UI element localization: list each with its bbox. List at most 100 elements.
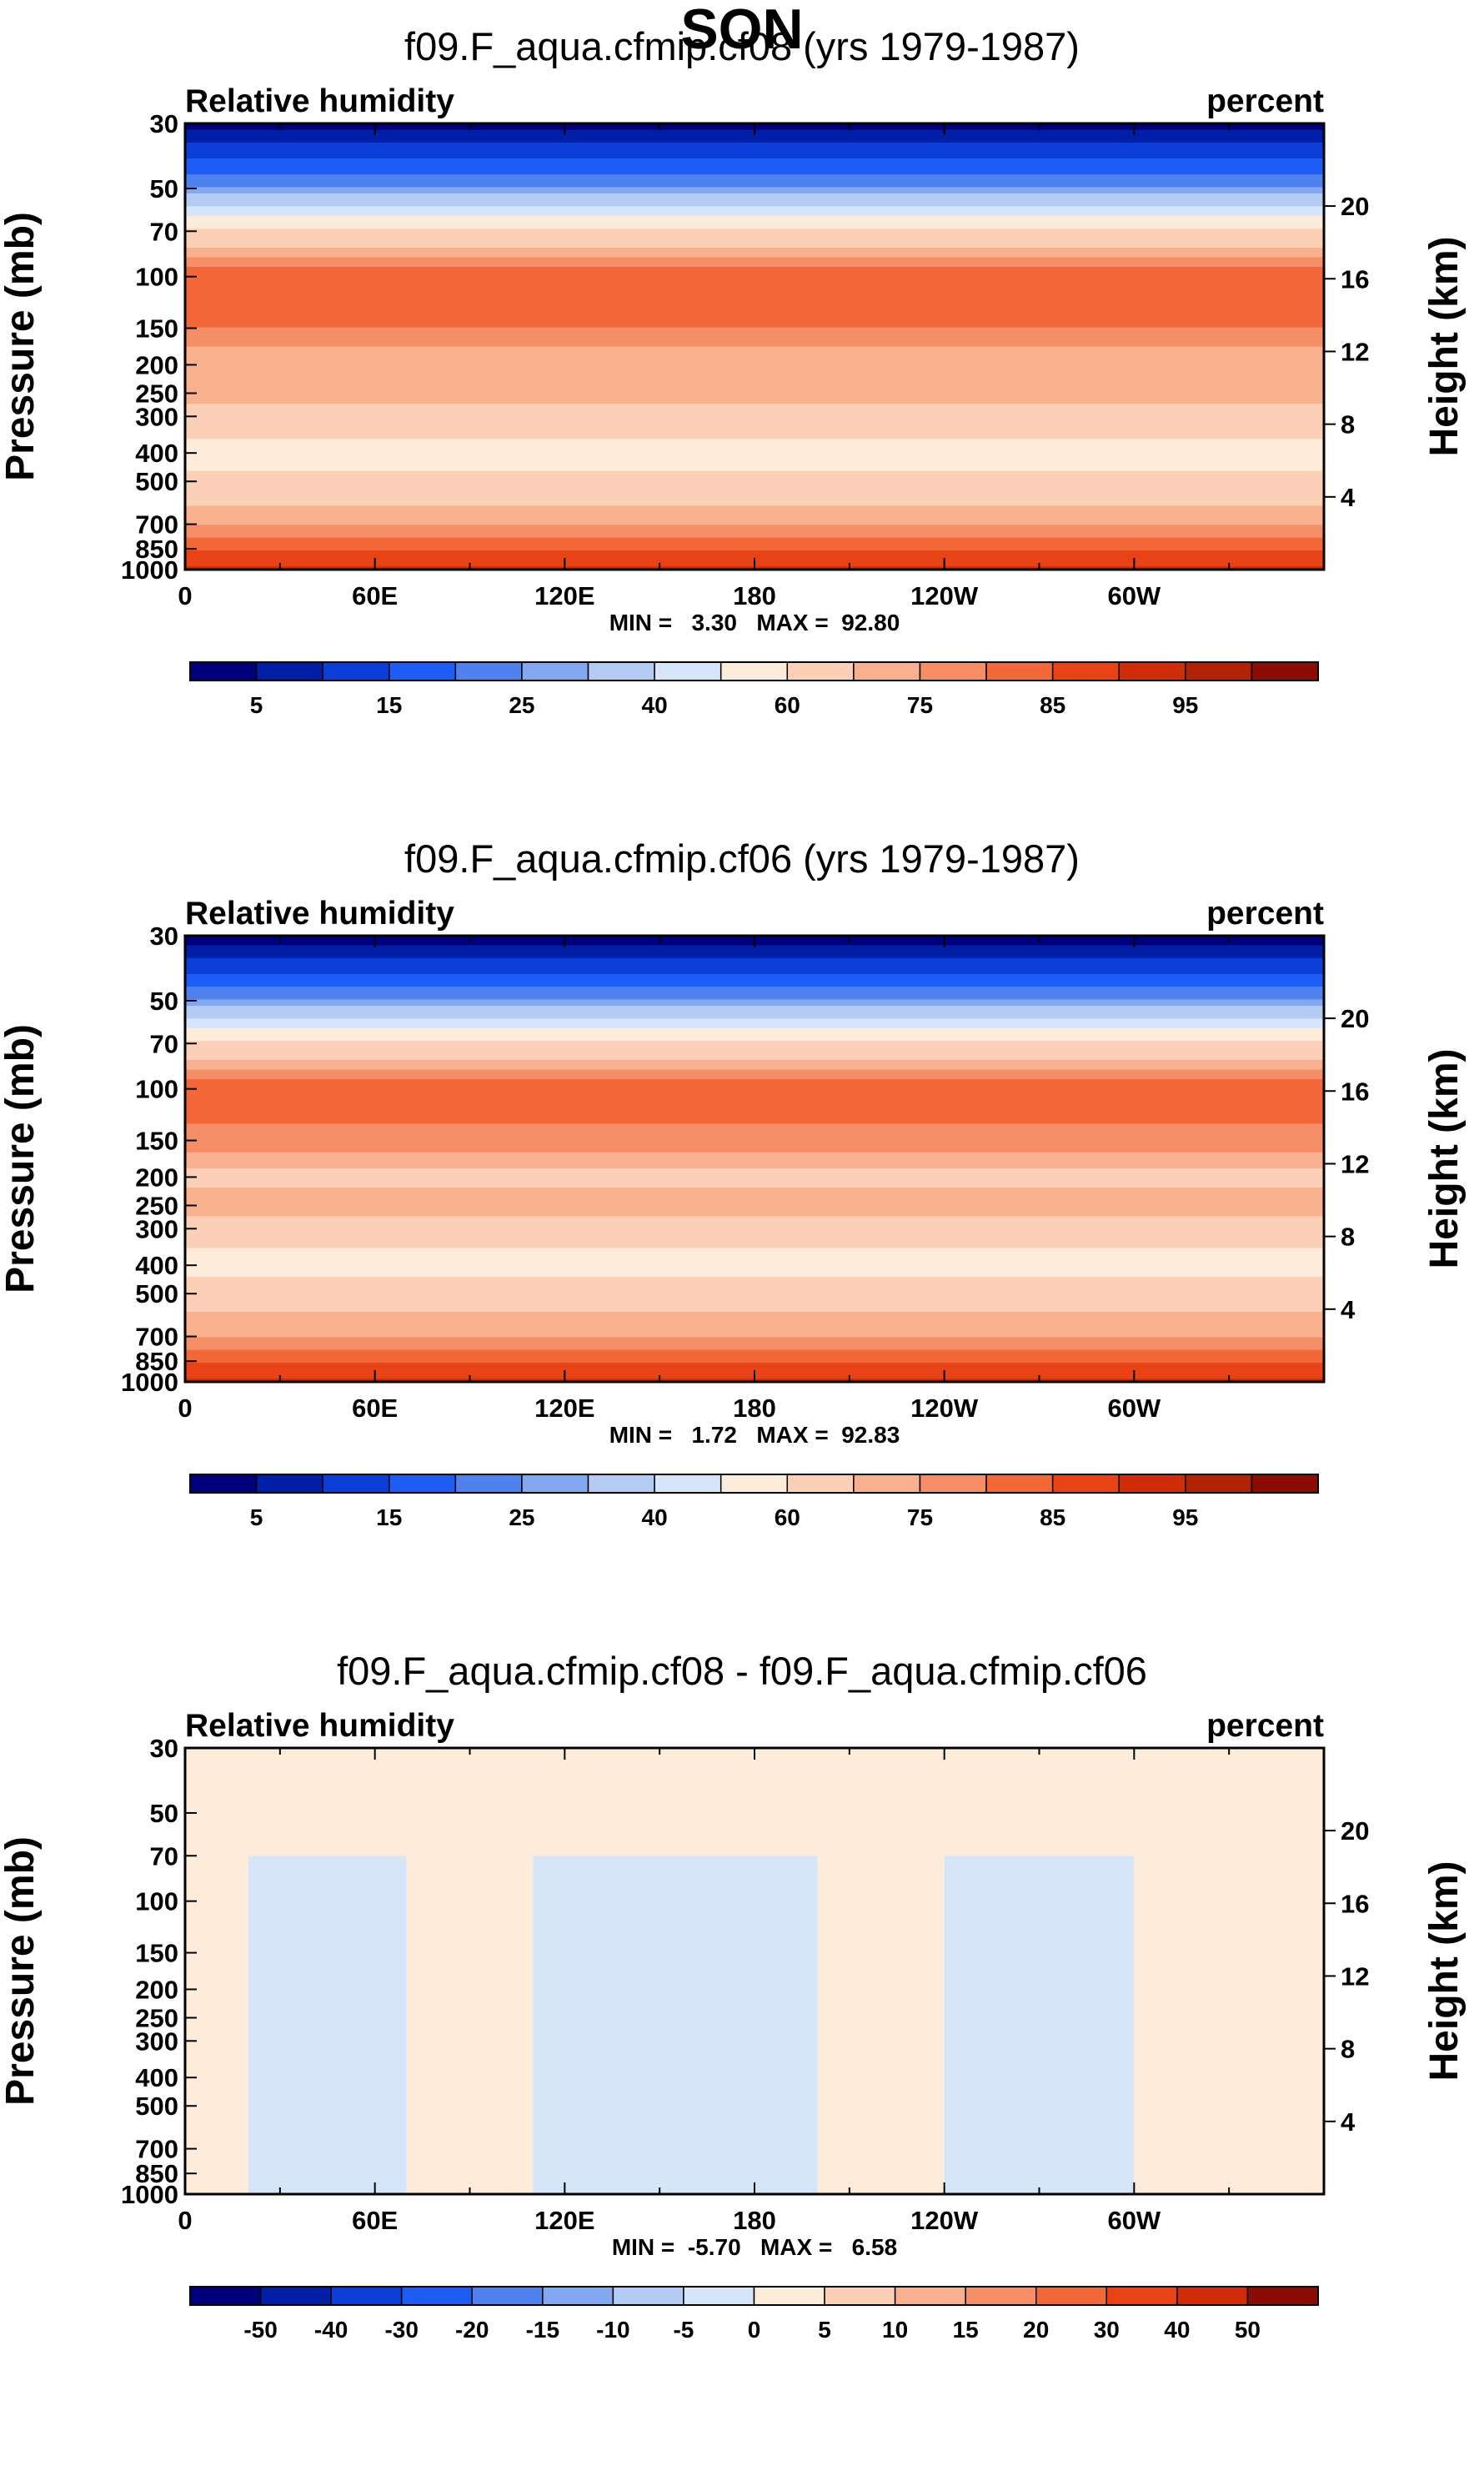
y-tick-label: 70: [150, 217, 178, 246]
difference-region: [406, 1856, 534, 2194]
y-tick-label: 1000: [121, 555, 178, 585]
contour-band: [185, 308, 1324, 313]
y-tick-label: 500: [135, 2092, 178, 2121]
contour-band: [185, 1314, 1324, 1319]
y-tick-label: 200: [135, 1163, 178, 1192]
y-tick-label: 500: [135, 467, 178, 496]
colorbar-swatch: [965, 2286, 1037, 2306]
contour-band: [185, 1318, 1324, 1323]
y-right-tick-label: 16: [1341, 1077, 1369, 1106]
y-tick-label: 50: [150, 1799, 178, 1828]
x-tick-label: 60E: [352, 1394, 398, 1423]
contour-band: [185, 1260, 1324, 1265]
contour-band: [185, 1321, 1324, 1326]
x-tick-label: 60W: [1107, 581, 1161, 610]
contour-band: [185, 467, 1324, 472]
y-right-tick-label: 12: [1341, 1149, 1369, 1178]
colorbar-swatch: [587, 661, 655, 681]
contour-band: [185, 553, 1324, 558]
colorbar-swatch: [919, 661, 987, 681]
contour-band: [185, 1139, 1324, 1144]
contour-band: [185, 1328, 1324, 1332]
contour-band: [185, 334, 1324, 338]
colorbar-label: 75: [907, 1504, 933, 1530]
contour-band: [185, 973, 1324, 978]
contour-band: [185, 1248, 1324, 1253]
contour-band: [185, 1222, 1324, 1227]
colorbar-label: 95: [1172, 1504, 1198, 1530]
colorbar-swatch: [719, 661, 789, 681]
contour-band: [185, 1349, 1324, 1354]
contour-band: [185, 1053, 1324, 1058]
colorbar-label: 15: [953, 2317, 979, 2343]
contour-band: [185, 362, 1324, 367]
contour-band: [185, 1082, 1324, 1087]
colorbar: 5 15 25 40 60 75 85 95: [189, 1474, 1319, 1530]
contour-band: [185, 1097, 1324, 1102]
colorbar-label: -15: [526, 2317, 559, 2343]
field-label: Relative humidity: [185, 896, 454, 932]
colorbar-swatch: [471, 2286, 544, 2306]
colorbar-swatch: [587, 1474, 655, 1494]
contour-band: [185, 1209, 1324, 1214]
colorbar-swatch: [786, 1474, 855, 1494]
contour-band: [185, 1279, 1324, 1284]
contour-band: [185, 1330, 1324, 1335]
colorbar-swatch: [719, 1474, 789, 1494]
contour-band: [185, 187, 1324, 192]
contour-band: [185, 1085, 1324, 1090]
y-tick-label: 700: [135, 510, 178, 540]
contour-band: [185, 1190, 1324, 1195]
contour-band: [185, 419, 1324, 424]
contour-band: [185, 1311, 1324, 1316]
contour-band: [185, 509, 1324, 514]
colorbar-swatch: [1251, 1474, 1319, 1494]
colorbar-label: 15: [376, 1504, 402, 1530]
colorbar-swatch: [1246, 2286, 1319, 2306]
contour-band: [185, 1027, 1324, 1032]
contour-band: [185, 989, 1324, 994]
difference-region: [248, 1856, 407, 2194]
contour-band: [185, 318, 1324, 322]
y-tick-label: 150: [135, 314, 178, 344]
contour-band: [185, 474, 1324, 478]
contour-band: [185, 1149, 1324, 1153]
x-tick-label: 120E: [534, 581, 594, 610]
colorbar-label: 85: [1040, 692, 1065, 718]
contour-band: [185, 250, 1324, 255]
y-right-tick-label: 20: [1341, 1004, 1369, 1033]
contour-band: [185, 142, 1324, 147]
contour-band: [185, 1257, 1324, 1262]
panel-title: f09.F_aqua.cfmip.cf08 - f09.F_aqua.cfmip…: [337, 1649, 1147, 1693]
contour-band: [185, 439, 1324, 443]
contour-band: [185, 1203, 1324, 1208]
y-right-tick-label: 20: [1341, 192, 1369, 221]
contour-band: [185, 992, 1324, 997]
contour-band: [185, 1276, 1324, 1281]
contour-band: [185, 152, 1324, 157]
contour-band: [185, 1270, 1324, 1274]
contour-band: [185, 413, 1324, 418]
contour-band: [185, 349, 1324, 354]
contour-band: [185, 1037, 1324, 1042]
x-tick-label: 180: [733, 1394, 776, 1423]
colorbar-label: 10: [882, 2317, 908, 2343]
contour-band: [185, 1130, 1324, 1134]
colorbar-swatch: [612, 2286, 684, 2306]
contour-band: [185, 353, 1324, 357]
difference-region: [185, 1856, 248, 2194]
contour-band: [185, 374, 1324, 379]
y-tick-label: 150: [135, 1939, 178, 1968]
contour-band: [185, 320, 1324, 325]
contour-band: [185, 311, 1324, 316]
contour-band: [185, 292, 1324, 297]
x-tick-label: 60E: [352, 2206, 398, 2235]
contour-band: [185, 1178, 1324, 1183]
contour-band: [185, 1043, 1324, 1048]
contour-band: [185, 967, 1324, 972]
contour-band: [185, 1174, 1324, 1179]
contour-band: [185, 980, 1324, 985]
